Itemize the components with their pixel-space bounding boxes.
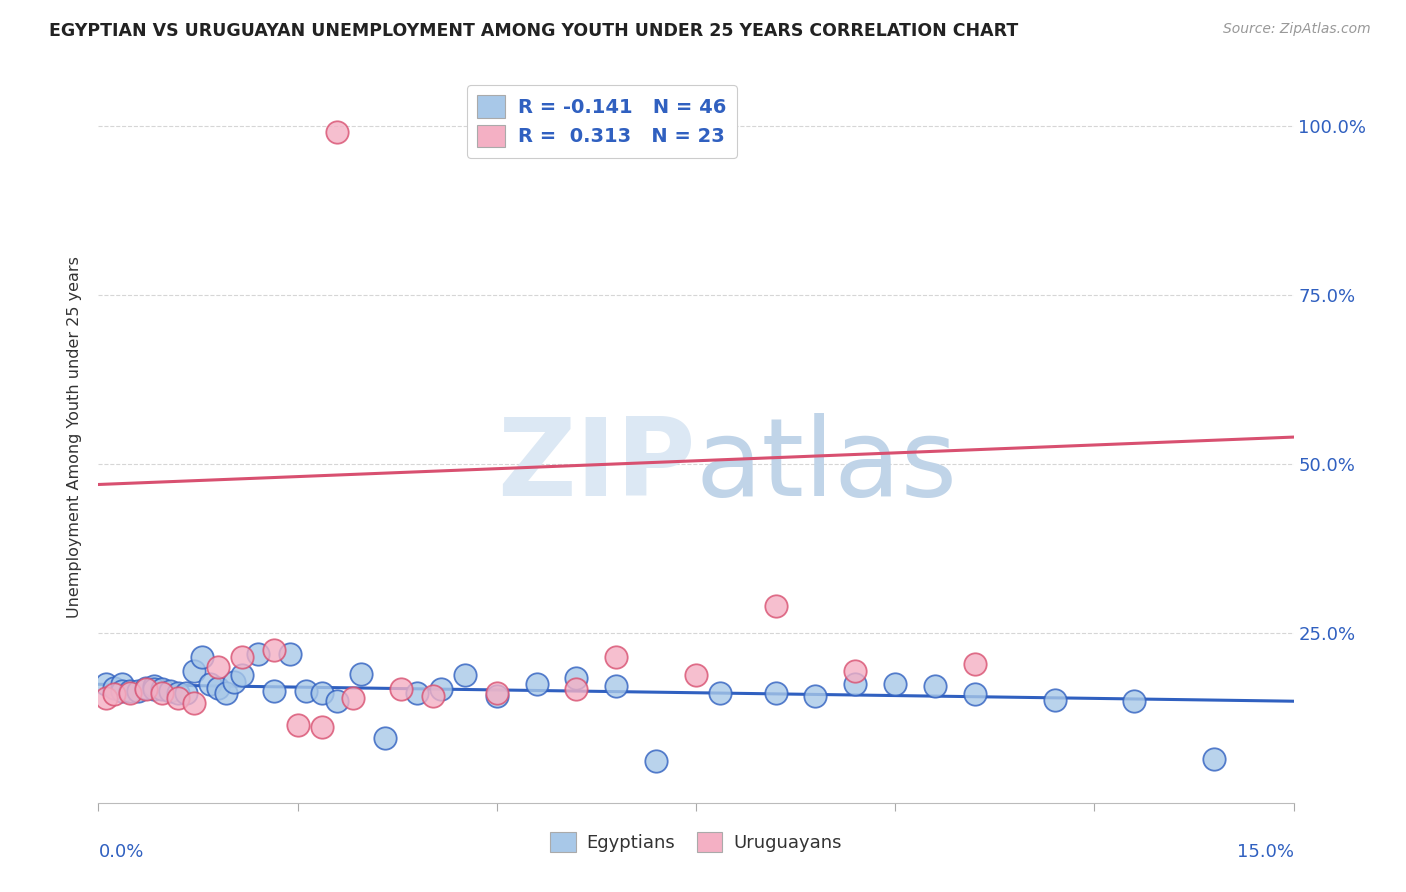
Point xyxy=(685,668,707,682)
Point xyxy=(120,684,142,698)
Point xyxy=(374,731,396,746)
Point xyxy=(150,686,173,700)
Point xyxy=(485,686,508,700)
Point xyxy=(287,718,309,732)
Point xyxy=(311,686,333,700)
Point xyxy=(191,650,214,665)
Point xyxy=(111,684,134,698)
Point xyxy=(1123,694,1146,708)
Point xyxy=(135,681,157,696)
Point xyxy=(263,684,285,698)
Point xyxy=(565,681,588,696)
Text: ZIP: ZIP xyxy=(498,413,696,519)
Point xyxy=(215,686,238,700)
Text: 15.0%: 15.0% xyxy=(1236,843,1294,861)
Point xyxy=(198,677,221,691)
Point xyxy=(709,686,731,700)
Point xyxy=(183,664,205,678)
Point xyxy=(924,679,946,693)
Point xyxy=(645,754,668,768)
Point xyxy=(963,688,986,702)
Point xyxy=(342,690,364,705)
Legend: Egyptians, Uruguayans: Egyptians, Uruguayans xyxy=(543,824,849,860)
Point xyxy=(844,677,866,691)
Point xyxy=(485,689,508,703)
Point xyxy=(844,664,866,678)
Point xyxy=(103,688,125,702)
Point xyxy=(526,677,548,691)
Point xyxy=(120,686,142,700)
Point xyxy=(96,677,118,691)
Point xyxy=(765,599,787,614)
Point xyxy=(804,689,827,703)
Point xyxy=(263,643,285,657)
Point xyxy=(143,679,166,693)
Point xyxy=(311,720,333,734)
Point xyxy=(207,681,229,695)
Point xyxy=(143,681,166,696)
Point xyxy=(135,681,157,695)
Point xyxy=(605,679,627,693)
Point xyxy=(231,650,253,665)
Point xyxy=(422,689,444,703)
Point xyxy=(565,671,588,685)
Text: atlas: atlas xyxy=(696,413,957,519)
Point xyxy=(1043,693,1066,707)
Point xyxy=(207,660,229,674)
Point xyxy=(96,690,118,705)
Point xyxy=(150,681,173,696)
Text: Source: ZipAtlas.com: Source: ZipAtlas.com xyxy=(1223,22,1371,37)
Point xyxy=(963,657,986,671)
Point xyxy=(430,681,453,696)
Point xyxy=(222,675,245,690)
Point xyxy=(167,690,190,705)
Point xyxy=(231,668,253,682)
Point xyxy=(1202,752,1225,766)
Point xyxy=(159,684,181,698)
Y-axis label: Unemployment Among Youth under 25 years: Unemployment Among Youth under 25 years xyxy=(66,256,82,618)
Point xyxy=(350,667,373,681)
Text: EGYPTIAN VS URUGUAYAN UNEMPLOYMENT AMONG YOUTH UNDER 25 YEARS CORRELATION CHART: EGYPTIAN VS URUGUAYAN UNEMPLOYMENT AMONG… xyxy=(49,22,1018,40)
Point xyxy=(167,686,190,700)
Point xyxy=(326,125,349,139)
Point xyxy=(765,686,787,700)
Point xyxy=(103,681,125,695)
Point xyxy=(294,684,316,698)
Text: 0.0%: 0.0% xyxy=(98,843,143,861)
Point xyxy=(174,686,197,700)
Point xyxy=(605,650,627,665)
Point xyxy=(278,647,301,661)
Point xyxy=(183,696,205,710)
Point xyxy=(246,647,269,661)
Point xyxy=(389,681,412,696)
Point xyxy=(454,668,477,682)
Point xyxy=(406,686,429,700)
Point xyxy=(111,677,134,691)
Point xyxy=(127,684,149,698)
Point xyxy=(884,677,907,691)
Point xyxy=(326,694,349,708)
